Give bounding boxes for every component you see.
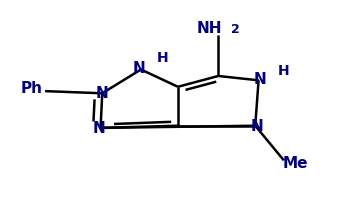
Text: N: N [254,72,267,87]
Text: N: N [96,86,108,101]
Text: N: N [251,119,263,134]
Text: NH: NH [197,21,223,36]
Text: N: N [133,61,146,76]
Text: 2: 2 [231,23,239,36]
Text: H: H [157,51,168,65]
Text: Me: Me [283,157,308,171]
Text: H: H [278,64,290,78]
Text: Ph: Ph [21,81,43,96]
Text: N: N [93,122,105,136]
